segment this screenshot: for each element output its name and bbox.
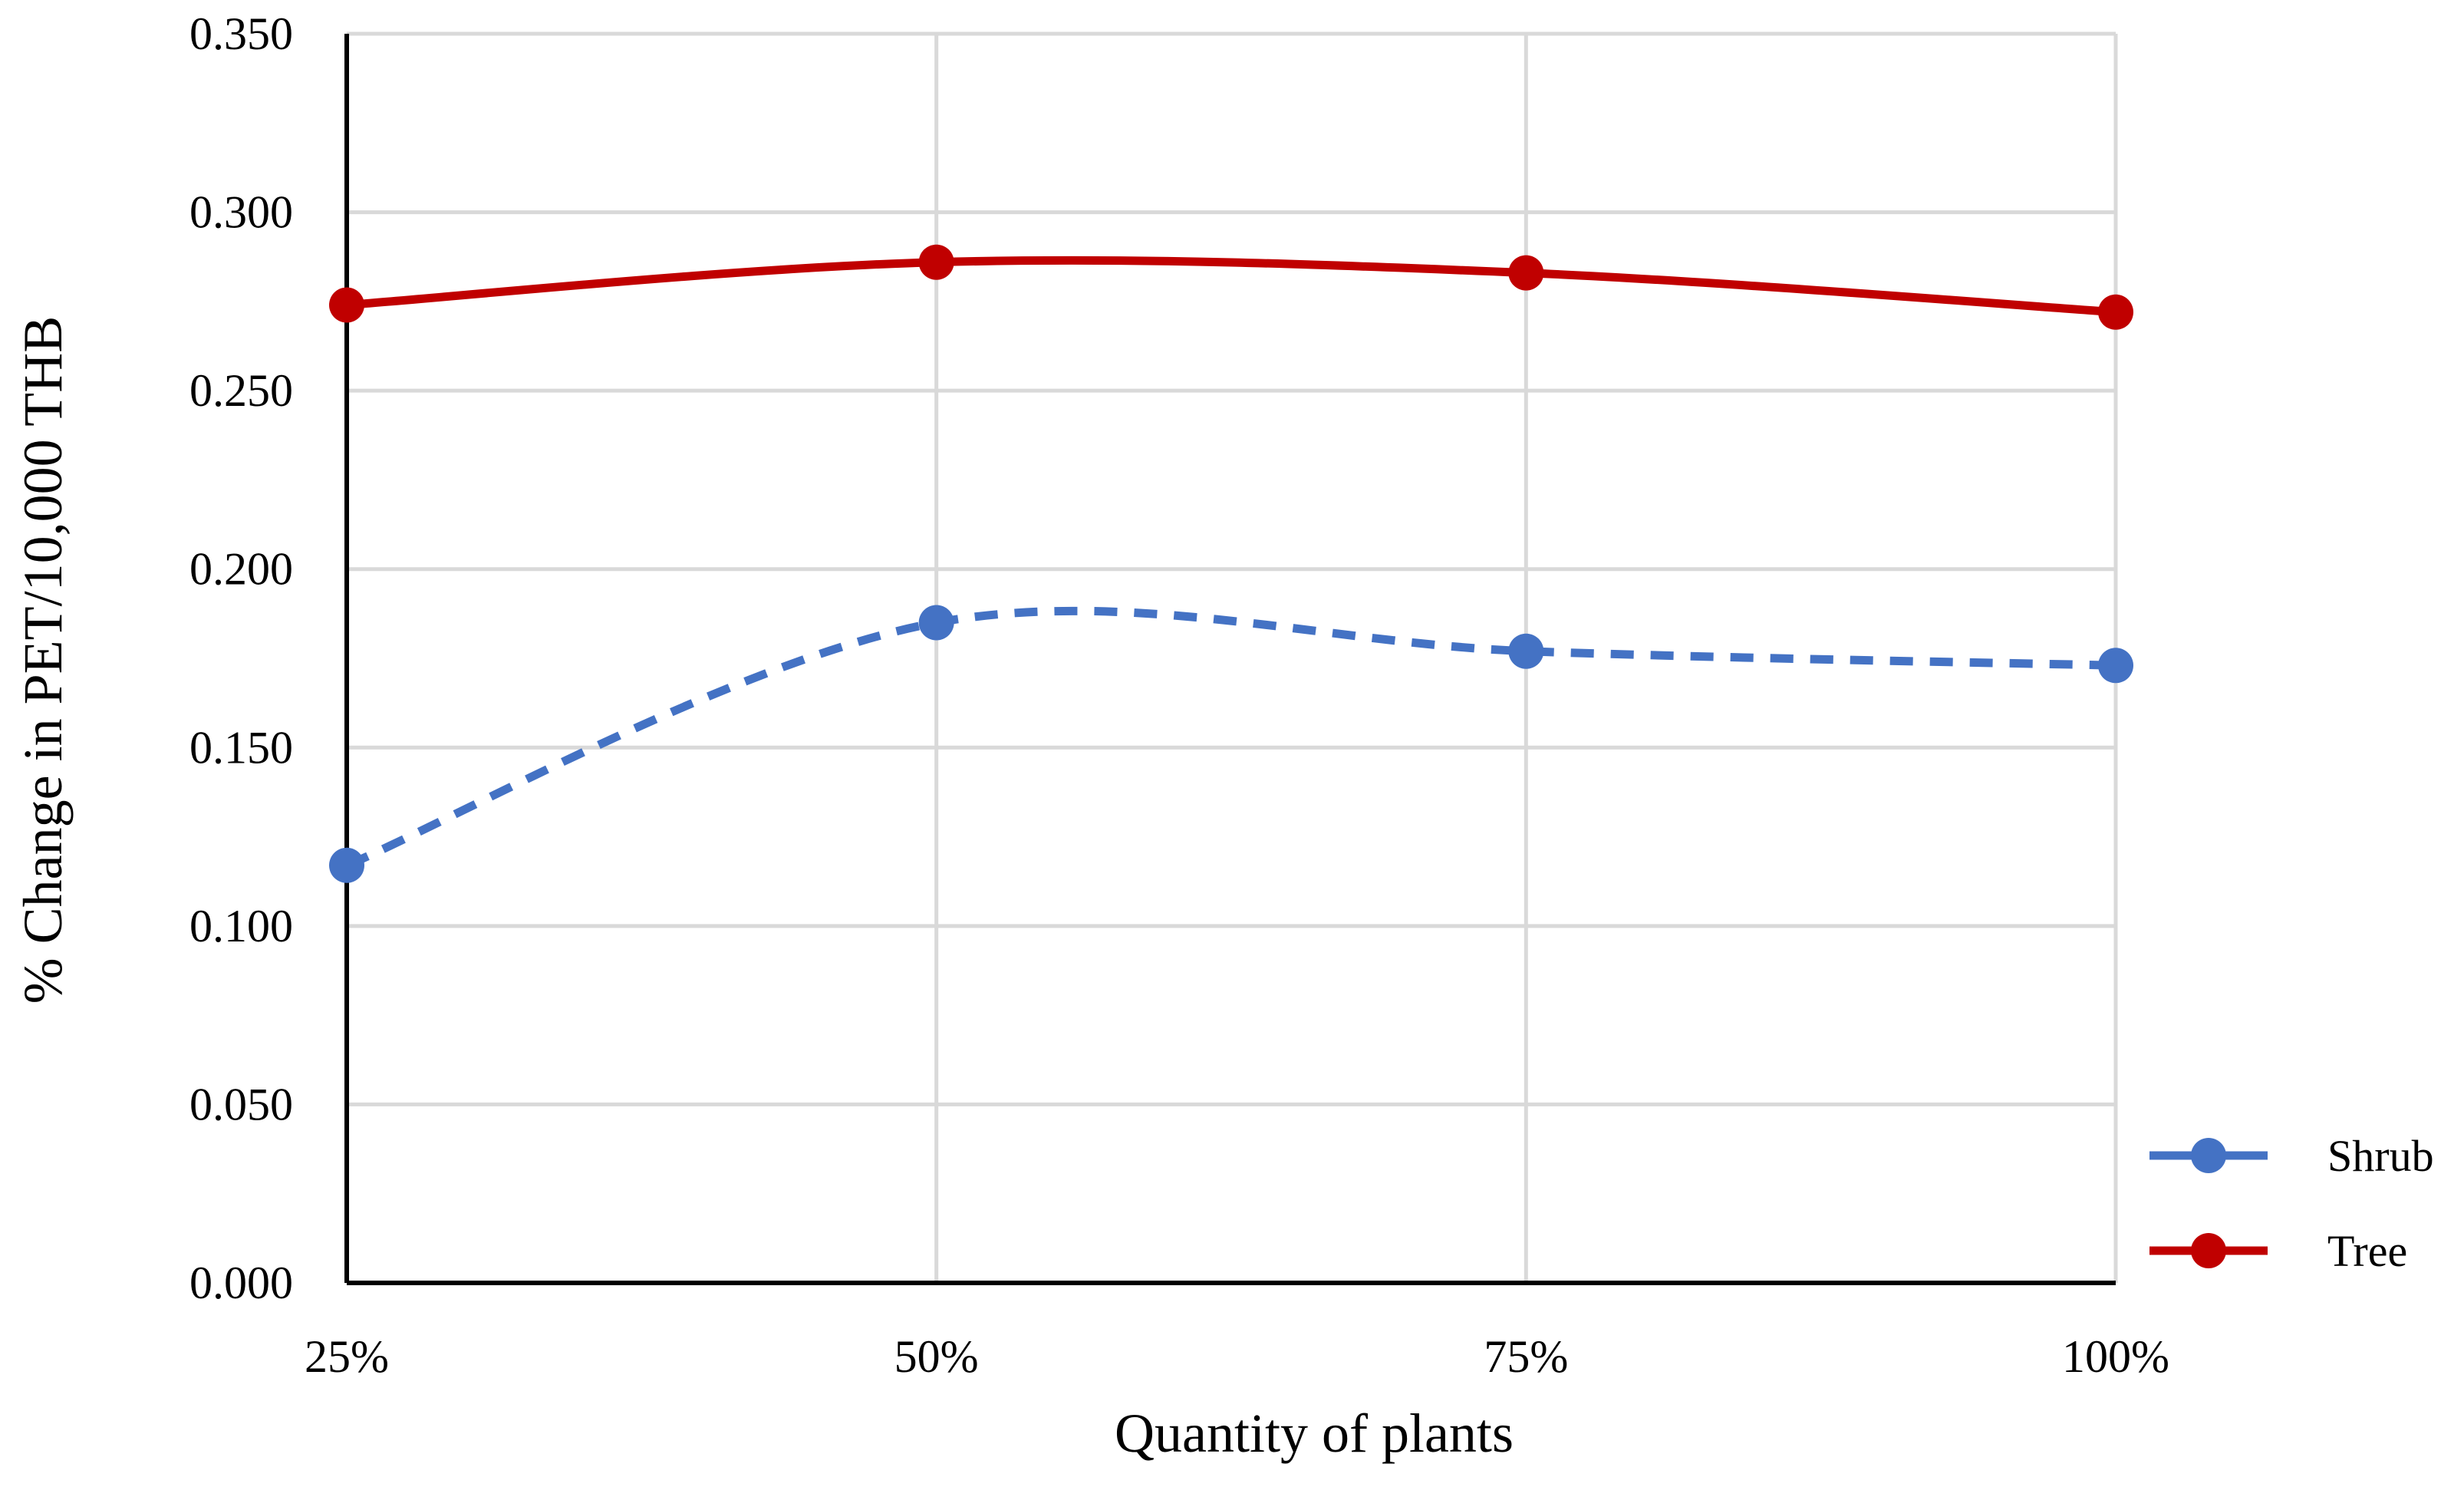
shrub-data-point	[918, 605, 954, 641]
tick-labels: 0.000 0.050 0.100 0.150 0.200 0.250 0.300 0.350…	[189, 8, 2169, 1382]
shrub-data-point	[1508, 633, 1544, 669]
x-tick-label: 75%	[1484, 1331, 1568, 1382]
tree-legend-label: Tree	[2327, 1226, 2407, 1276]
tree-data-point	[1508, 255, 1544, 291]
tree-data-point	[918, 244, 954, 280]
x-tick-label: 50%	[894, 1331, 979, 1382]
tree-legend-marker	[2191, 1233, 2226, 1268]
legend: Shrub Tree	[2149, 1131, 2434, 1276]
y-tick-label: 0.150	[189, 722, 293, 773]
x-tick-label: 100%	[2062, 1331, 2169, 1382]
x-tick-label: 25%	[305, 1331, 389, 1382]
shrub-data-point	[329, 847, 364, 883]
series-group	[329, 244, 2133, 883]
shrub-legend-marker	[2191, 1138, 2226, 1173]
y-tick-label: 0.200	[189, 544, 293, 595]
y-tick-label: 0.100	[189, 901, 293, 951]
y-tick-label: 0.300	[189, 187, 293, 238]
tree-data-point	[2098, 294, 2133, 330]
y-tick-label: 0.350	[189, 8, 293, 59]
shrub-legend-label: Shrub	[2327, 1131, 2434, 1181]
x-axis-title: Quantity of plants	[1115, 1403, 1514, 1464]
y-axis-title: % Change in PET/10,000 THB	[12, 316, 74, 1004]
shrub-data-point	[2098, 648, 2133, 684]
y-tick-label: 0.000	[189, 1258, 293, 1308]
y-tick-label: 0.050	[189, 1079, 293, 1129]
tree-series-line	[342, 256, 2120, 317]
tree-data-point	[329, 287, 364, 323]
shrub-series-line	[344, 606, 2116, 869]
y-tick-label: 0.250	[189, 365, 293, 416]
axes	[344, 34, 2116, 1285]
